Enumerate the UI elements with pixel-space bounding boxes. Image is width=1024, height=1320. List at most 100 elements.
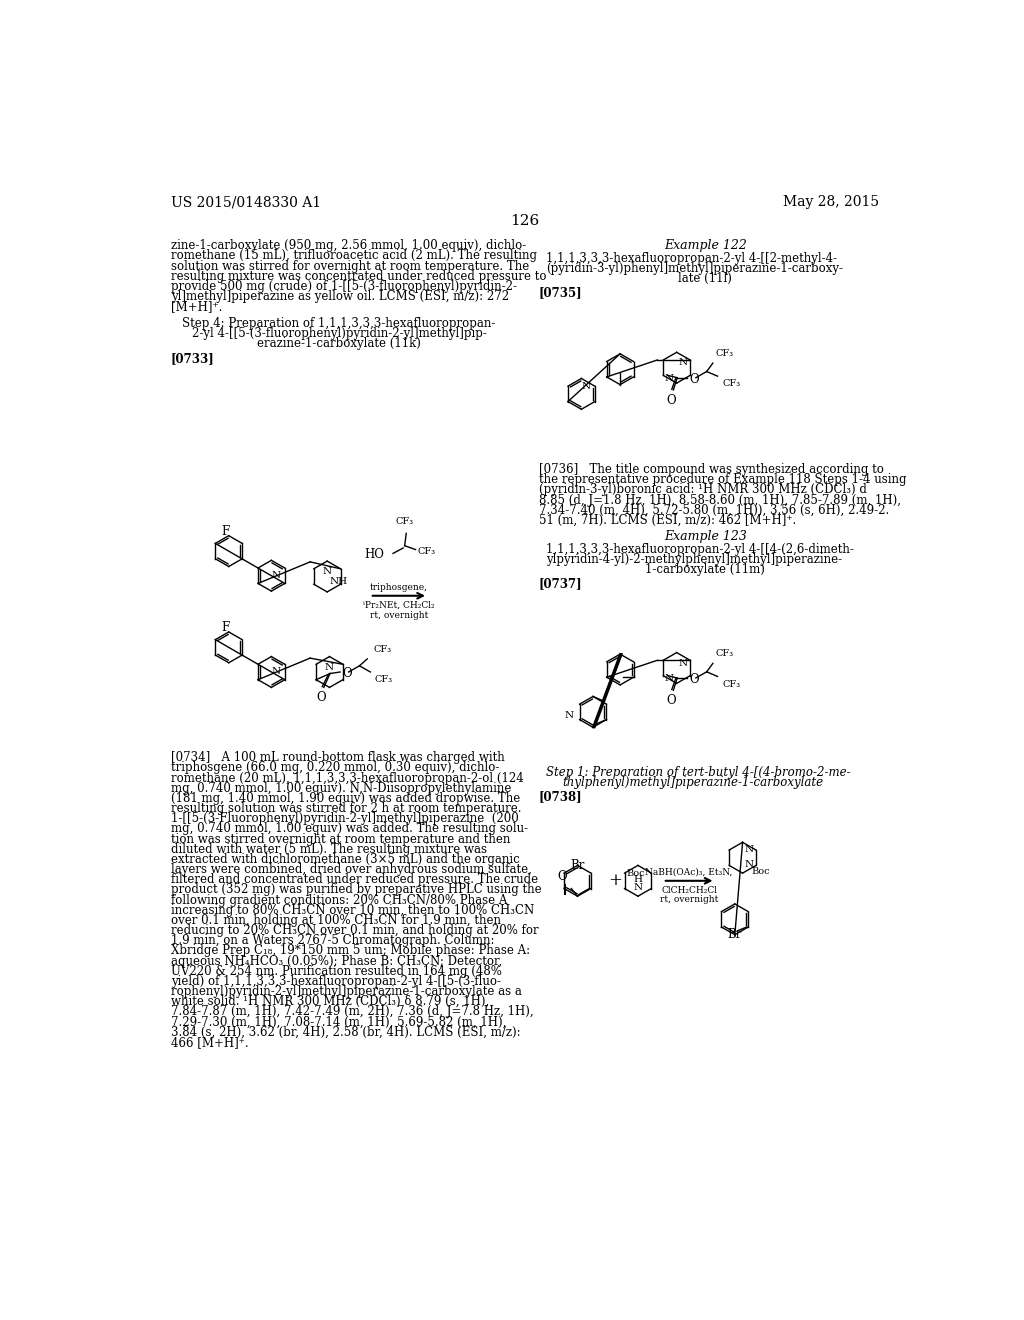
Text: Example 122: Example 122 [664, 239, 746, 252]
Text: CF₃: CF₃ [395, 517, 414, 527]
Text: [0734]   A 100 mL round-bottom flask was charged with: [0734] A 100 mL round-bottom flask was c… [171, 751, 505, 764]
Text: layers were combined, dried over anhydrous sodium sulfate,: layers were combined, dried over anhydro… [171, 863, 531, 876]
Text: CF₃: CF₃ [374, 644, 391, 653]
Text: N: N [564, 711, 573, 721]
Text: provide 500 mg (crude) of 1-[[5-(3-fluorophenyl)pyridin-2-: provide 500 mg (crude) of 1-[[5-(3-fluor… [171, 280, 517, 293]
Text: the representative procedure of Example 118 Steps 1-4 using: the representative procedure of Example … [539, 474, 906, 486]
Text: N: N [323, 568, 332, 577]
Text: N: N [665, 374, 674, 383]
Text: 1-carboxylate (11m): 1-carboxylate (11m) [645, 564, 765, 576]
Text: [0733]: [0733] [171, 351, 214, 364]
Text: O: O [557, 870, 567, 883]
Text: Br: Br [570, 858, 585, 871]
Text: N: N [271, 572, 281, 579]
Text: N: N [634, 883, 642, 892]
Text: late (11l): late (11l) [679, 272, 732, 285]
Text: O: O [689, 372, 699, 385]
Text: 8.85 (d, J=1.8 Hz, 1H), 8.58-8.60 (m, 1H), 7.85-7.89 (m, 1H),: 8.85 (d, J=1.8 Hz, 1H), 8.58-8.60 (m, 1H… [539, 494, 901, 507]
Text: [0736]   The title compound was synthesized according to: [0736] The title compound was synthesize… [539, 463, 884, 477]
Text: (pyridin-3-yl)phenyl]methyl]piperazine-1-carboxy-: (pyridin-3-yl)phenyl]methyl]piperazine-1… [547, 261, 844, 275]
Text: HO: HO [364, 548, 384, 561]
Text: NH: NH [330, 577, 347, 586]
Text: N: N [325, 663, 334, 672]
Text: Step 4: Preparation of 1,1,1,3,3,3-hexafluoropropan-: Step 4: Preparation of 1,1,1,3,3,3-hexaf… [182, 317, 496, 330]
Text: CF₃: CF₃ [722, 379, 740, 388]
Text: [0737]: [0737] [539, 577, 583, 590]
Text: 126: 126 [510, 214, 540, 228]
Text: filtered and concentrated under reduced pressure. The crude: filtered and concentrated under reduced … [171, 874, 538, 886]
Text: reducing to 20% CH₃CN over 0.1 min, and holding at 20% for: reducing to 20% CH₃CN over 0.1 min, and … [171, 924, 539, 937]
Text: N: N [744, 845, 754, 854]
Text: O: O [689, 673, 699, 686]
Text: 2-yl 4-[[5-(3-fluorophenyl)pyridin-2-yl]methyl]pip-: 2-yl 4-[[5-(3-fluorophenyl)pyridin-2-yl]… [191, 327, 486, 339]
Text: thylphenyl)methyl]piperazine-1-carboxylate: thylphenyl)methyl]piperazine-1-carboxyla… [562, 776, 823, 789]
Text: Xbridge Prep C₁₈, 19*150 mm 5 um; Mobile phase: Phase A:: Xbridge Prep C₁₈, 19*150 mm 5 um; Mobile… [171, 944, 529, 957]
Text: 466 [M+H]⁺.: 466 [M+H]⁺. [171, 1036, 248, 1049]
Text: diluted with water (5 mL). The resulting mixture was: diluted with water (5 mL). The resulting… [171, 842, 486, 855]
Text: O: O [342, 667, 352, 680]
Text: +: + [608, 873, 622, 890]
Text: Example 123: Example 123 [664, 531, 746, 544]
Text: aqueous NH₄HCO₃ (0.05%); Phase B: CH₃CN; Detector,: aqueous NH₄HCO₃ (0.05%); Phase B: CH₃CN;… [171, 954, 502, 968]
Text: increasing to 80% CH₃CN over 10 min, then to 100% CH₃CN: increasing to 80% CH₃CN over 10 min, the… [171, 904, 534, 917]
Text: Step 1: Preparation of tert-butyl 4-[(4-bromo-2-me-: Step 1: Preparation of tert-butyl 4-[(4-… [547, 766, 851, 779]
Text: NaBH(OAc)₃, Et₃N,: NaBH(OAc)₃, Et₃N, [645, 869, 733, 876]
Text: [0738]: [0738] [539, 789, 583, 803]
Text: N: N [679, 659, 688, 668]
Text: N: N [679, 359, 688, 367]
Text: 1.9 min, on a Waters 2767-5 Chromatograph. Column:: 1.9 min, on a Waters 2767-5 Chromatograp… [171, 935, 495, 948]
Text: F: F [221, 622, 229, 634]
Text: Boc: Boc [627, 870, 645, 878]
Text: O: O [667, 393, 676, 407]
Text: mg, 0.740 mmol, 1.00 equiv). N,N-Diisopropylethylamine: mg, 0.740 mmol, 1.00 equiv). N,N-Diisopr… [171, 781, 511, 795]
Text: ⁱPr₂NEt, CH₂Cl₂: ⁱPr₂NEt, CH₂Cl₂ [364, 601, 434, 610]
Text: rt, overnight: rt, overnight [659, 895, 718, 904]
Text: rophenyl)pyridin-2-yl]methyl]piperazine-1-carboxylate as a: rophenyl)pyridin-2-yl]methyl]piperazine-… [171, 985, 521, 998]
Text: triphosgene (66.0 mg, 0.220 mmol, 0.30 equiv), dichlo-: triphosgene (66.0 mg, 0.220 mmol, 0.30 e… [171, 762, 499, 775]
Text: solution was stirred for overnight at room temperature. The: solution was stirred for overnight at ro… [171, 260, 528, 272]
Text: N: N [665, 675, 674, 684]
Text: white solid. ¹H NMR 300 MHz (CDCl₃) δ 8.79 (s, 1H),: white solid. ¹H NMR 300 MHz (CDCl₃) δ 8.… [171, 995, 488, 1008]
Text: romethane (20 mL), 1,1,1,3,3,3-hexafluoropropan-2-ol (124: romethane (20 mL), 1,1,1,3,3,3-hexafluor… [171, 772, 523, 784]
Text: Br: Br [728, 928, 742, 941]
Text: N: N [744, 861, 754, 870]
Text: May 28, 2015: May 28, 2015 [783, 195, 879, 210]
Text: mg, 0.740 mmol, 1.00 equiv) was added. The resulting solu-: mg, 0.740 mmol, 1.00 equiv) was added. T… [171, 822, 527, 836]
Text: CF₃: CF₃ [716, 348, 734, 358]
Text: CF₃: CF₃ [375, 675, 393, 684]
Text: 1,1,1,3,3,3-hexafluoropropan-2-yl 4-[[2-methyl-4-: 1,1,1,3,3,3-hexafluoropropan-2-yl 4-[[2-… [547, 252, 838, 265]
Text: following gradient conditions: 20% CH₃CN/80% Phase A: following gradient conditions: 20% CH₃CN… [171, 894, 507, 907]
Text: ClCH₂CH₂Cl: ClCH₂CH₂Cl [662, 886, 717, 895]
Text: resulting mixture was concentrated under reduced pressure to: resulting mixture was concentrated under… [171, 269, 546, 282]
Text: Boc: Boc [752, 867, 770, 876]
Text: zine-1-carboxylate (950 mg, 2.56 mmol, 1.00 equiv), dichlo-: zine-1-carboxylate (950 mg, 2.56 mmol, 1… [171, 239, 526, 252]
Text: 1-[[5-(3-Fluorophenyl)pyridin-2-yl]methyl]piperazine  (200: 1-[[5-(3-Fluorophenyl)pyridin-2-yl]methy… [171, 812, 518, 825]
Text: 7.84-7.87 (m, 1H), 7.42-7.49 (m, 2H), 7.36 (d, J=7.8 Hz, 1H),: 7.84-7.87 (m, 1H), 7.42-7.49 (m, 2H), 7.… [171, 1006, 534, 1019]
Text: N: N [581, 381, 590, 391]
Text: O: O [667, 694, 676, 708]
Text: 7.34-7.40 (m, 4H), 5.72-5.80 (m, 1H)), 3.56 (s, 6H), 2.49-2.: 7.34-7.40 (m, 4H), 5.72-5.80 (m, 1H)), 3… [539, 504, 889, 517]
Text: erazine-1-carboxylate (11k): erazine-1-carboxylate (11k) [257, 337, 421, 350]
Text: N: N [271, 668, 281, 676]
Text: rt, overnight: rt, overnight [370, 611, 428, 620]
Text: CF₃: CF₃ [716, 649, 734, 657]
Text: 7.29-7.30 (m, 1H), 7.08-7.14 (m, 1H), 5.69-5.82 (m, 1H),: 7.29-7.30 (m, 1H), 7.08-7.14 (m, 1H), 5.… [171, 1015, 506, 1028]
Text: extracted with dichloromethane (3×5 mL) and the organic: extracted with dichloromethane (3×5 mL) … [171, 853, 519, 866]
Text: romethane (15 mL), trifluoroacetic acid (2 mL). The resulting: romethane (15 mL), trifluoroacetic acid … [171, 249, 537, 263]
Text: O: O [316, 692, 326, 705]
Text: 1,1,1,3,3,3-hexafluoropropan-2-yl 4-[[4-(2,6-dimeth-: 1,1,1,3,3,3-hexafluoropropan-2-yl 4-[[4-… [547, 543, 854, 556]
Text: CF₃: CF₃ [418, 546, 436, 556]
Text: [0735]: [0735] [539, 286, 583, 300]
Text: F: F [221, 525, 229, 539]
Text: CF₃: CF₃ [722, 680, 740, 689]
Text: tion was stirred overnight at room temperature and then: tion was stirred overnight at room tempe… [171, 833, 510, 846]
Text: [M+H]⁺.: [M+H]⁺. [171, 300, 222, 313]
Text: over 0.1 min, holding at 100% CH₃CN for 1.9 min, then: over 0.1 min, holding at 100% CH₃CN for … [171, 913, 501, 927]
Text: yl]methyl]piperazine as yellow oil. LCMS (ESI, m/z): 272: yl]methyl]piperazine as yellow oil. LCMS… [171, 290, 509, 304]
Text: (pyridin-3-yl)boronic acid: ¹H NMR 300 MHz (CDCl₃) d: (pyridin-3-yl)boronic acid: ¹H NMR 300 M… [539, 483, 866, 496]
Text: US 2015/0148330 A1: US 2015/0148330 A1 [171, 195, 321, 210]
Text: (181 mg, 1.40 mmol, 1.90 equiv) was added dropwise. The: (181 mg, 1.40 mmol, 1.90 equiv) was adde… [171, 792, 520, 805]
Text: resulting solution was stirred for 2 h at room temperature.: resulting solution was stirred for 2 h a… [171, 803, 521, 816]
Text: 51 (m, 7H). LCMS (ESI, m/z): 462 [M+H]⁺.: 51 (m, 7H). LCMS (ESI, m/z): 462 [M+H]⁺. [539, 513, 796, 527]
Text: product (352 mg) was purified by preparative HPLC using the: product (352 mg) was purified by prepara… [171, 883, 542, 896]
